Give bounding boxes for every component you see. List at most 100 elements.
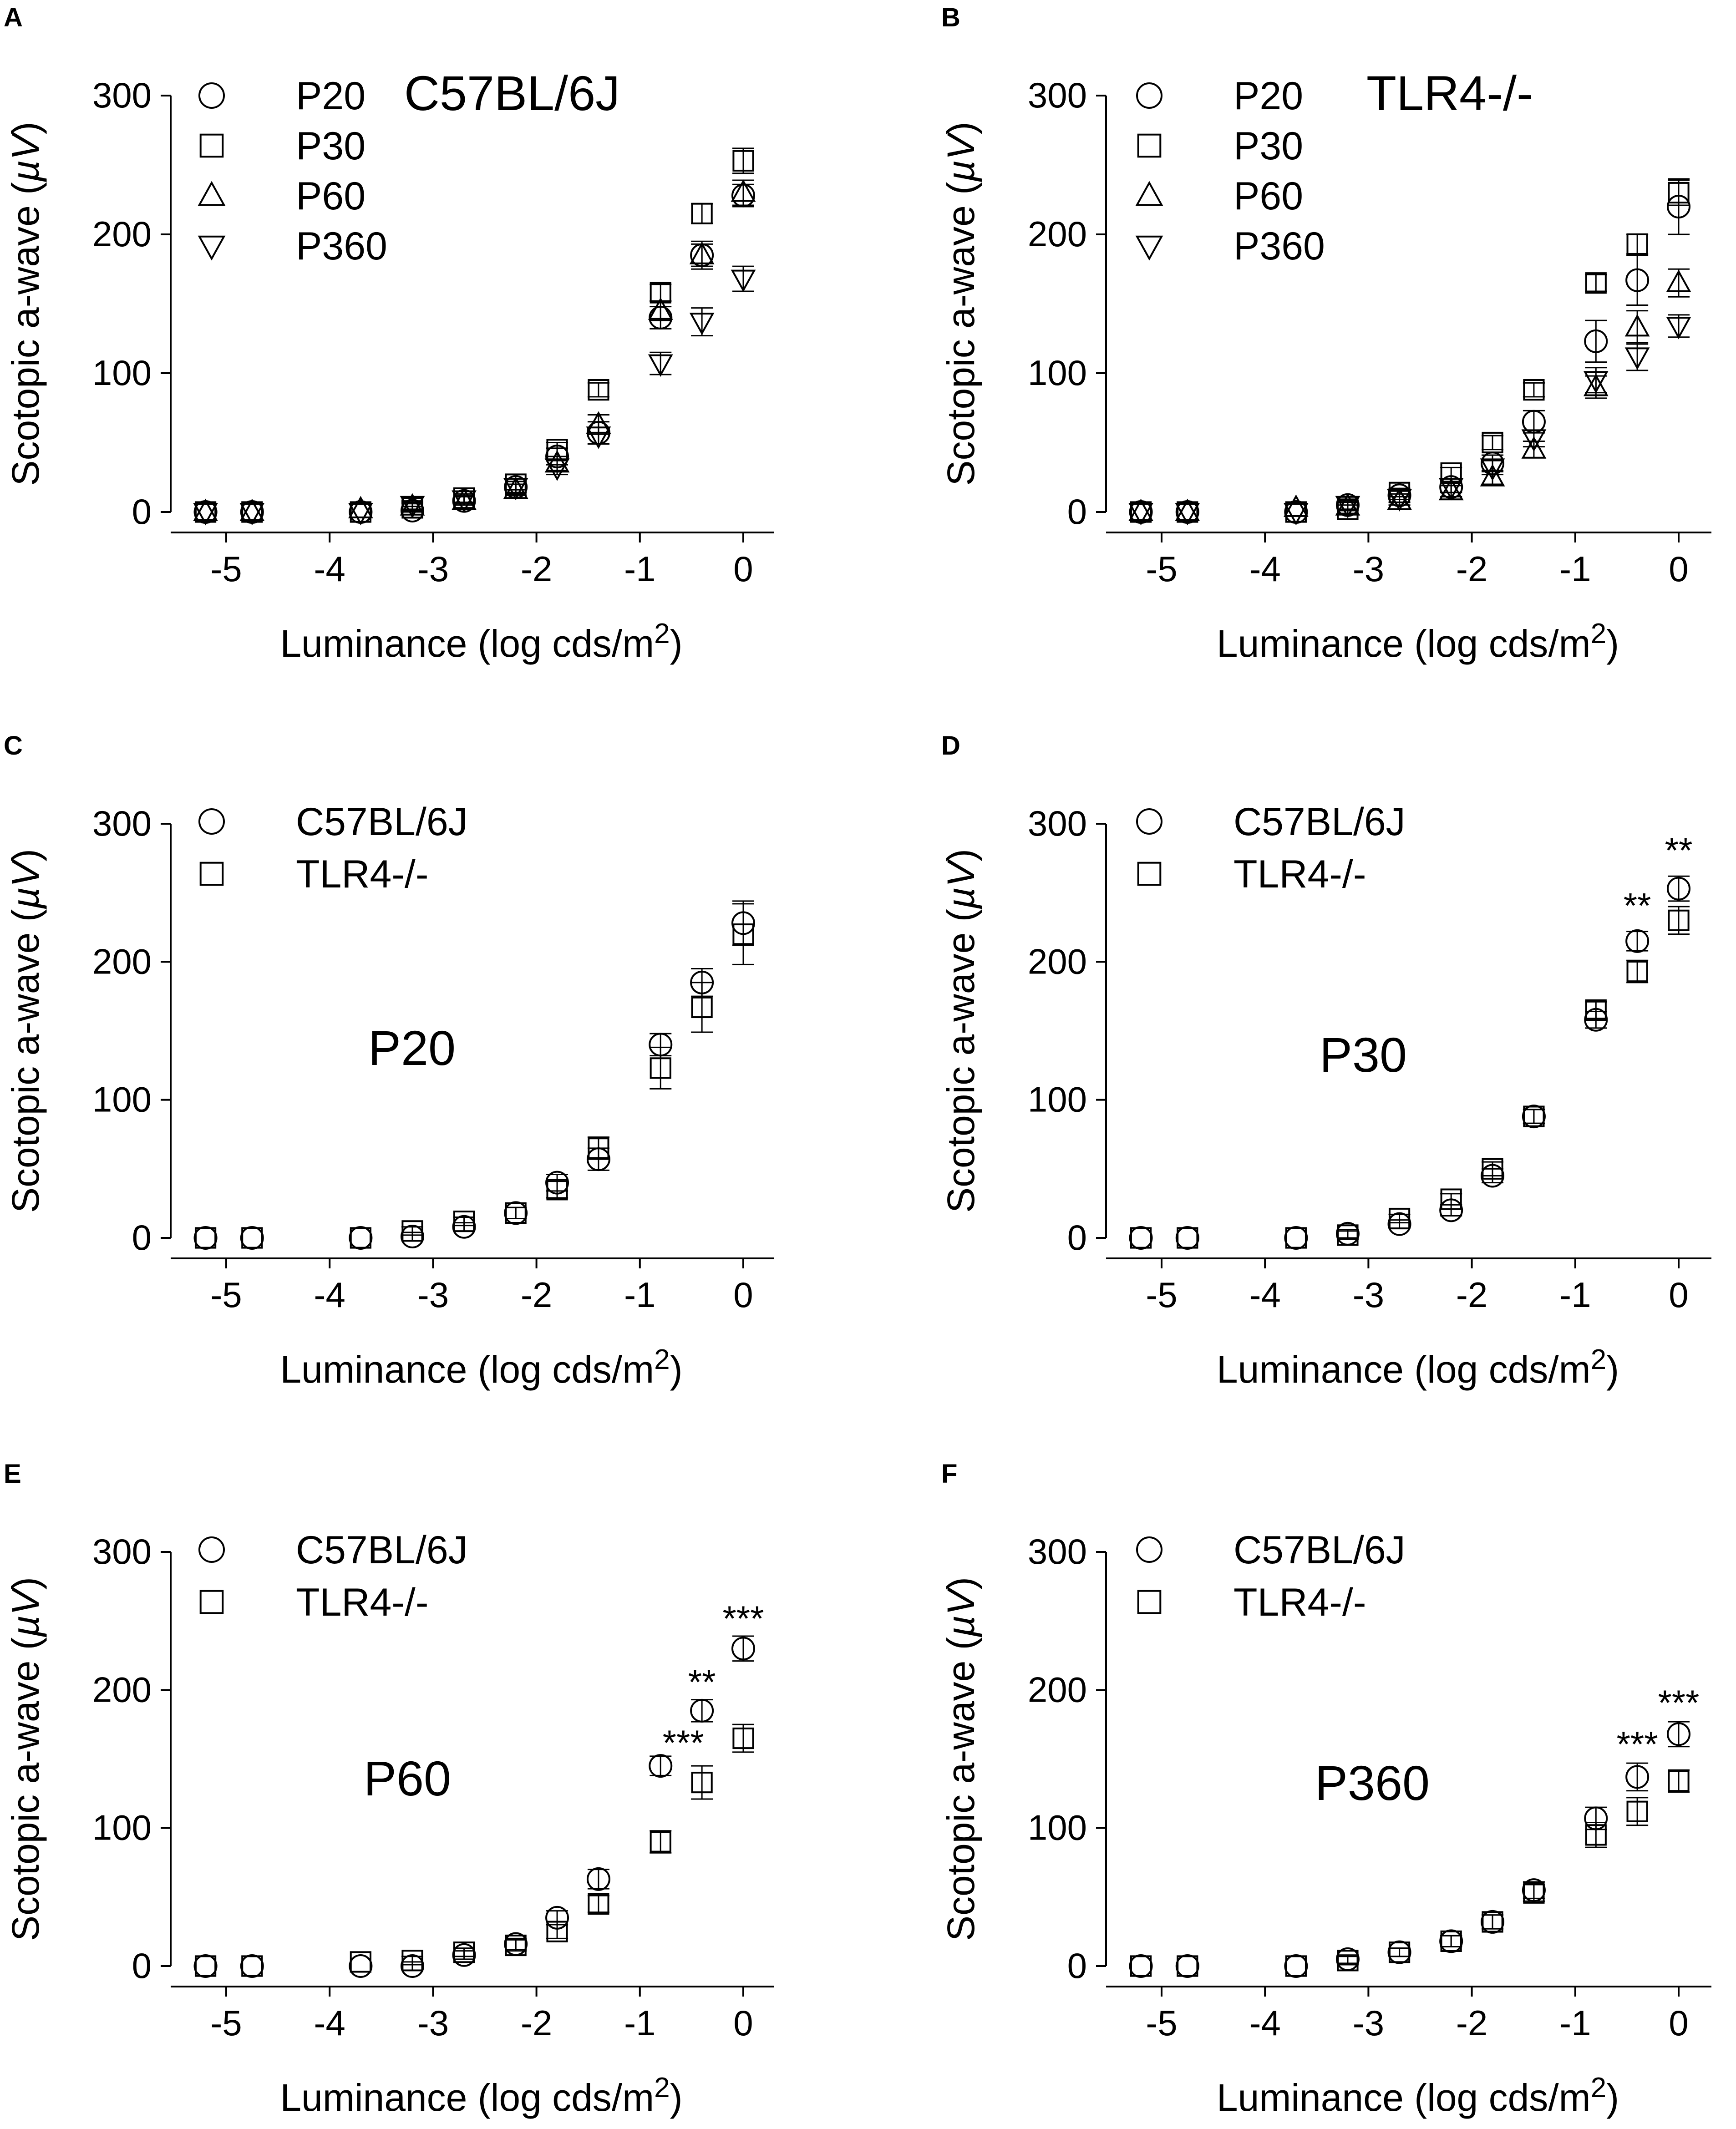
y-tick-label: 200 bbox=[92, 1669, 152, 1709]
x-axis-label: Luminance (log cds/m2) bbox=[280, 618, 682, 665]
y-tick-label: 100 bbox=[1028, 1080, 1087, 1120]
data-point bbox=[1128, 498, 1153, 521]
significance-label: *** bbox=[1617, 1724, 1658, 1764]
data-point bbox=[1129, 1226, 1153, 1250]
marker-triangle-up bbox=[648, 297, 673, 320]
data-point bbox=[1175, 498, 1200, 521]
marker-circle bbox=[349, 1226, 373, 1250]
marker-triangle-up bbox=[1128, 498, 1153, 521]
marker-square bbox=[1137, 862, 1162, 886]
data-point bbox=[193, 498, 218, 521]
marker-square bbox=[505, 1934, 527, 1957]
marker-triangle-down bbox=[648, 354, 673, 377]
marker-triangle-down bbox=[1387, 489, 1412, 512]
marker-square bbox=[1523, 1105, 1545, 1127]
marker-square bbox=[1668, 182, 1690, 204]
y-axis-label: Scotopic a-wave (µV) bbox=[4, 849, 47, 1213]
data-point bbox=[731, 179, 756, 206]
marker-triangle-down bbox=[348, 503, 373, 526]
marker-circle bbox=[586, 1867, 610, 1891]
marker-circle bbox=[1175, 1954, 1199, 1978]
y-tick-label: 100 bbox=[92, 353, 152, 393]
legend-label: C57BL/6J bbox=[1233, 800, 1406, 844]
marker-square bbox=[350, 1951, 371, 1973]
marker-square bbox=[1585, 1824, 1607, 1846]
data-point bbox=[239, 503, 265, 526]
marker-triangle-down bbox=[503, 478, 528, 501]
data-point bbox=[1438, 478, 1464, 501]
marker-square bbox=[1668, 909, 1690, 931]
x-tick-label: -3 bbox=[1353, 1275, 1384, 1315]
x-tick-label: -3 bbox=[417, 2003, 449, 2043]
x-tick-label: -2 bbox=[521, 549, 552, 589]
legend-item: P360 bbox=[198, 224, 387, 268]
y-tick-label: 200 bbox=[92, 941, 152, 981]
data-point bbox=[505, 1934, 527, 1957]
marker-circle bbox=[1284, 1226, 1308, 1250]
marker-triangle-down bbox=[239, 503, 265, 526]
data-point bbox=[1626, 233, 1649, 255]
data-point bbox=[648, 351, 673, 377]
legend-label: TLR4-/- bbox=[1233, 852, 1366, 896]
legend-item: TLR4-/- bbox=[1137, 1581, 1366, 1624]
data-point bbox=[690, 1698, 714, 1723]
series-tlr4 bbox=[1130, 906, 1690, 1249]
marker-circle bbox=[1136, 808, 1162, 835]
data-point bbox=[1625, 929, 1650, 953]
data-point bbox=[1585, 272, 1607, 294]
data-point bbox=[1283, 494, 1309, 517]
data-point bbox=[650, 1830, 672, 1854]
marker-circle bbox=[1481, 1910, 1505, 1934]
x-tick-label: -3 bbox=[1353, 2003, 1384, 2043]
y-tick-label: 100 bbox=[1028, 353, 1087, 393]
y-tick-label: 300 bbox=[92, 1531, 152, 1571]
marker-circle bbox=[1129, 1226, 1153, 1250]
series-tlr4 bbox=[1130, 1769, 1690, 1977]
data-point bbox=[194, 1227, 217, 1249]
data-point bbox=[1388, 1941, 1411, 1963]
data-point bbox=[193, 503, 218, 526]
legend-item: C57BL/6J bbox=[198, 800, 468, 844]
data-point bbox=[1480, 458, 1505, 481]
x-tick-label: -3 bbox=[417, 549, 449, 589]
marker-circle bbox=[400, 1954, 424, 1978]
x-axis-label: Luminance (log cds/m2) bbox=[1217, 618, 1619, 665]
marker-circle bbox=[1387, 1212, 1411, 1236]
marker-square bbox=[1440, 1188, 1462, 1210]
marker-triangle-down bbox=[1175, 503, 1200, 526]
marker-triangle-down bbox=[586, 426, 611, 449]
marker-circle bbox=[1284, 1954, 1308, 1978]
legend-label: P360 bbox=[1233, 224, 1325, 268]
data-point bbox=[1667, 875, 1690, 902]
marker-circle bbox=[1625, 268, 1650, 292]
marker-triangle-down bbox=[1624, 347, 1650, 370]
y-tick-label: 300 bbox=[1028, 1531, 1087, 1571]
marker-circle bbox=[1439, 1929, 1463, 1953]
data-point bbox=[1625, 1762, 1650, 1792]
y-tick-label: 300 bbox=[92, 75, 152, 115]
series-p360 bbox=[193, 265, 756, 526]
marker-square bbox=[691, 1771, 713, 1794]
marker-circle bbox=[1136, 1536, 1162, 1563]
x-tick-label: -4 bbox=[1249, 1275, 1281, 1315]
marker-triangle-down bbox=[731, 269, 756, 292]
data-point bbox=[348, 496, 373, 518]
legend: C57BL/6J TLR4-/- bbox=[198, 1528, 468, 1624]
y-tick-label: 200 bbox=[1028, 1669, 1087, 1709]
marker-triangle-up bbox=[689, 242, 715, 264]
legend-item: TLR4-/- bbox=[199, 852, 428, 896]
marker-square bbox=[1523, 1882, 1545, 1904]
data-point bbox=[1626, 959, 1649, 983]
legend: C57BL/6J TLR4-/- bbox=[1136, 1528, 1406, 1624]
marker-triangle-down bbox=[689, 313, 715, 335]
marker-square bbox=[350, 1227, 371, 1249]
marker-square bbox=[1177, 1227, 1198, 1249]
data-point bbox=[1668, 1769, 1690, 1793]
marker-triangle-down bbox=[198, 235, 226, 261]
marker-triangle-down bbox=[1135, 235, 1163, 261]
y-tick-label: 100 bbox=[1028, 1808, 1087, 1848]
panel-title: TLR4-/- bbox=[1366, 66, 1533, 121]
marker-circle bbox=[198, 808, 225, 835]
legend-label: TLR4-/- bbox=[296, 1581, 428, 1624]
data-point bbox=[240, 1954, 264, 1978]
